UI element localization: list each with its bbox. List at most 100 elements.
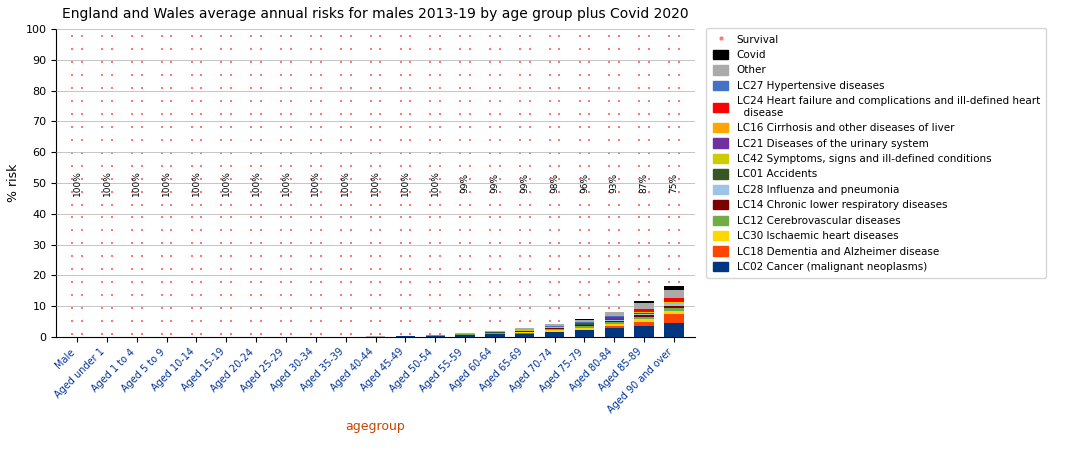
Point: [104, 123, 121, 131]
Point: [631, 123, 648, 131]
Bar: [634, 326, 654, 337]
Point: [432, 175, 449, 183]
Bar: [515, 332, 534, 333]
Point: [541, 188, 558, 195]
Point: [392, 110, 409, 118]
Point: [104, 240, 121, 247]
Point: [282, 265, 299, 273]
Point: [432, 240, 449, 247]
Point: [104, 317, 121, 325]
Point: [422, 317, 439, 325]
Point: [222, 330, 239, 337]
Point: [392, 227, 409, 234]
Point: [64, 240, 81, 247]
Point: [282, 136, 299, 144]
Point: [94, 84, 111, 92]
Point: [402, 97, 419, 105]
Point: [432, 253, 449, 260]
Point: [481, 110, 498, 118]
Point: [342, 330, 359, 337]
Point: [243, 188, 260, 195]
Point: [481, 330, 498, 337]
Point: [392, 46, 409, 53]
Point: [392, 123, 409, 131]
Point: [402, 240, 419, 247]
Point: [541, 110, 558, 118]
Point: [610, 149, 628, 157]
Point: [372, 136, 389, 144]
Point: [631, 175, 648, 183]
Point: [74, 265, 91, 273]
Point: [491, 33, 508, 40]
Point: [332, 136, 350, 144]
Text: 100%: 100%: [192, 170, 201, 196]
Point: [64, 214, 81, 221]
Point: [521, 33, 538, 40]
Point: [134, 58, 151, 66]
Point: [670, 123, 687, 131]
Point: [64, 162, 81, 169]
Point: [192, 110, 210, 118]
Point: [432, 110, 449, 118]
Point: [273, 162, 290, 169]
Point: [610, 84, 628, 92]
Point: [571, 175, 588, 183]
Point: [610, 227, 628, 234]
Point: [192, 123, 210, 131]
Point: [162, 214, 180, 221]
Point: [94, 265, 111, 273]
Point: [273, 188, 290, 195]
Point: [342, 84, 359, 92]
Bar: [605, 320, 624, 321]
Bar: [605, 312, 624, 313]
Point: [511, 201, 528, 208]
Point: [213, 72, 230, 79]
Point: [273, 201, 290, 208]
Point: [462, 214, 479, 221]
Point: [452, 46, 469, 53]
Point: [273, 317, 290, 325]
Point: [192, 149, 210, 157]
Point: [432, 188, 449, 195]
Point: [481, 97, 498, 105]
Point: [551, 317, 568, 325]
Point: [104, 46, 121, 53]
Point: [511, 123, 528, 131]
Point: [372, 97, 389, 105]
Bar: [634, 315, 654, 317]
Point: [104, 278, 121, 286]
Point: [222, 240, 239, 247]
Point: [153, 110, 170, 118]
Point: [402, 46, 419, 53]
Point: [222, 253, 239, 260]
Point: [222, 201, 239, 208]
Point: [252, 136, 269, 144]
Point: [342, 175, 359, 183]
Point: [273, 227, 290, 234]
Bar: [575, 326, 594, 328]
Point: [601, 278, 618, 286]
Point: [104, 149, 121, 157]
Point: [332, 162, 350, 169]
Point: [243, 162, 260, 169]
Point: [551, 110, 568, 118]
Point: [661, 227, 678, 234]
Point: [402, 188, 419, 195]
Point: [123, 72, 140, 79]
Bar: [605, 321, 624, 322]
Point: [610, 162, 628, 169]
Point: [64, 175, 81, 183]
Point: [372, 58, 389, 66]
Point: [243, 33, 260, 40]
Point: [94, 317, 111, 325]
Point: [153, 317, 170, 325]
Point: [462, 97, 479, 105]
Point: [312, 240, 329, 247]
Point: [162, 33, 180, 40]
Point: [153, 97, 170, 105]
Point: [162, 201, 180, 208]
Point: [153, 123, 170, 131]
Point: [521, 136, 538, 144]
Bar: [634, 312, 654, 313]
Point: [303, 214, 320, 221]
